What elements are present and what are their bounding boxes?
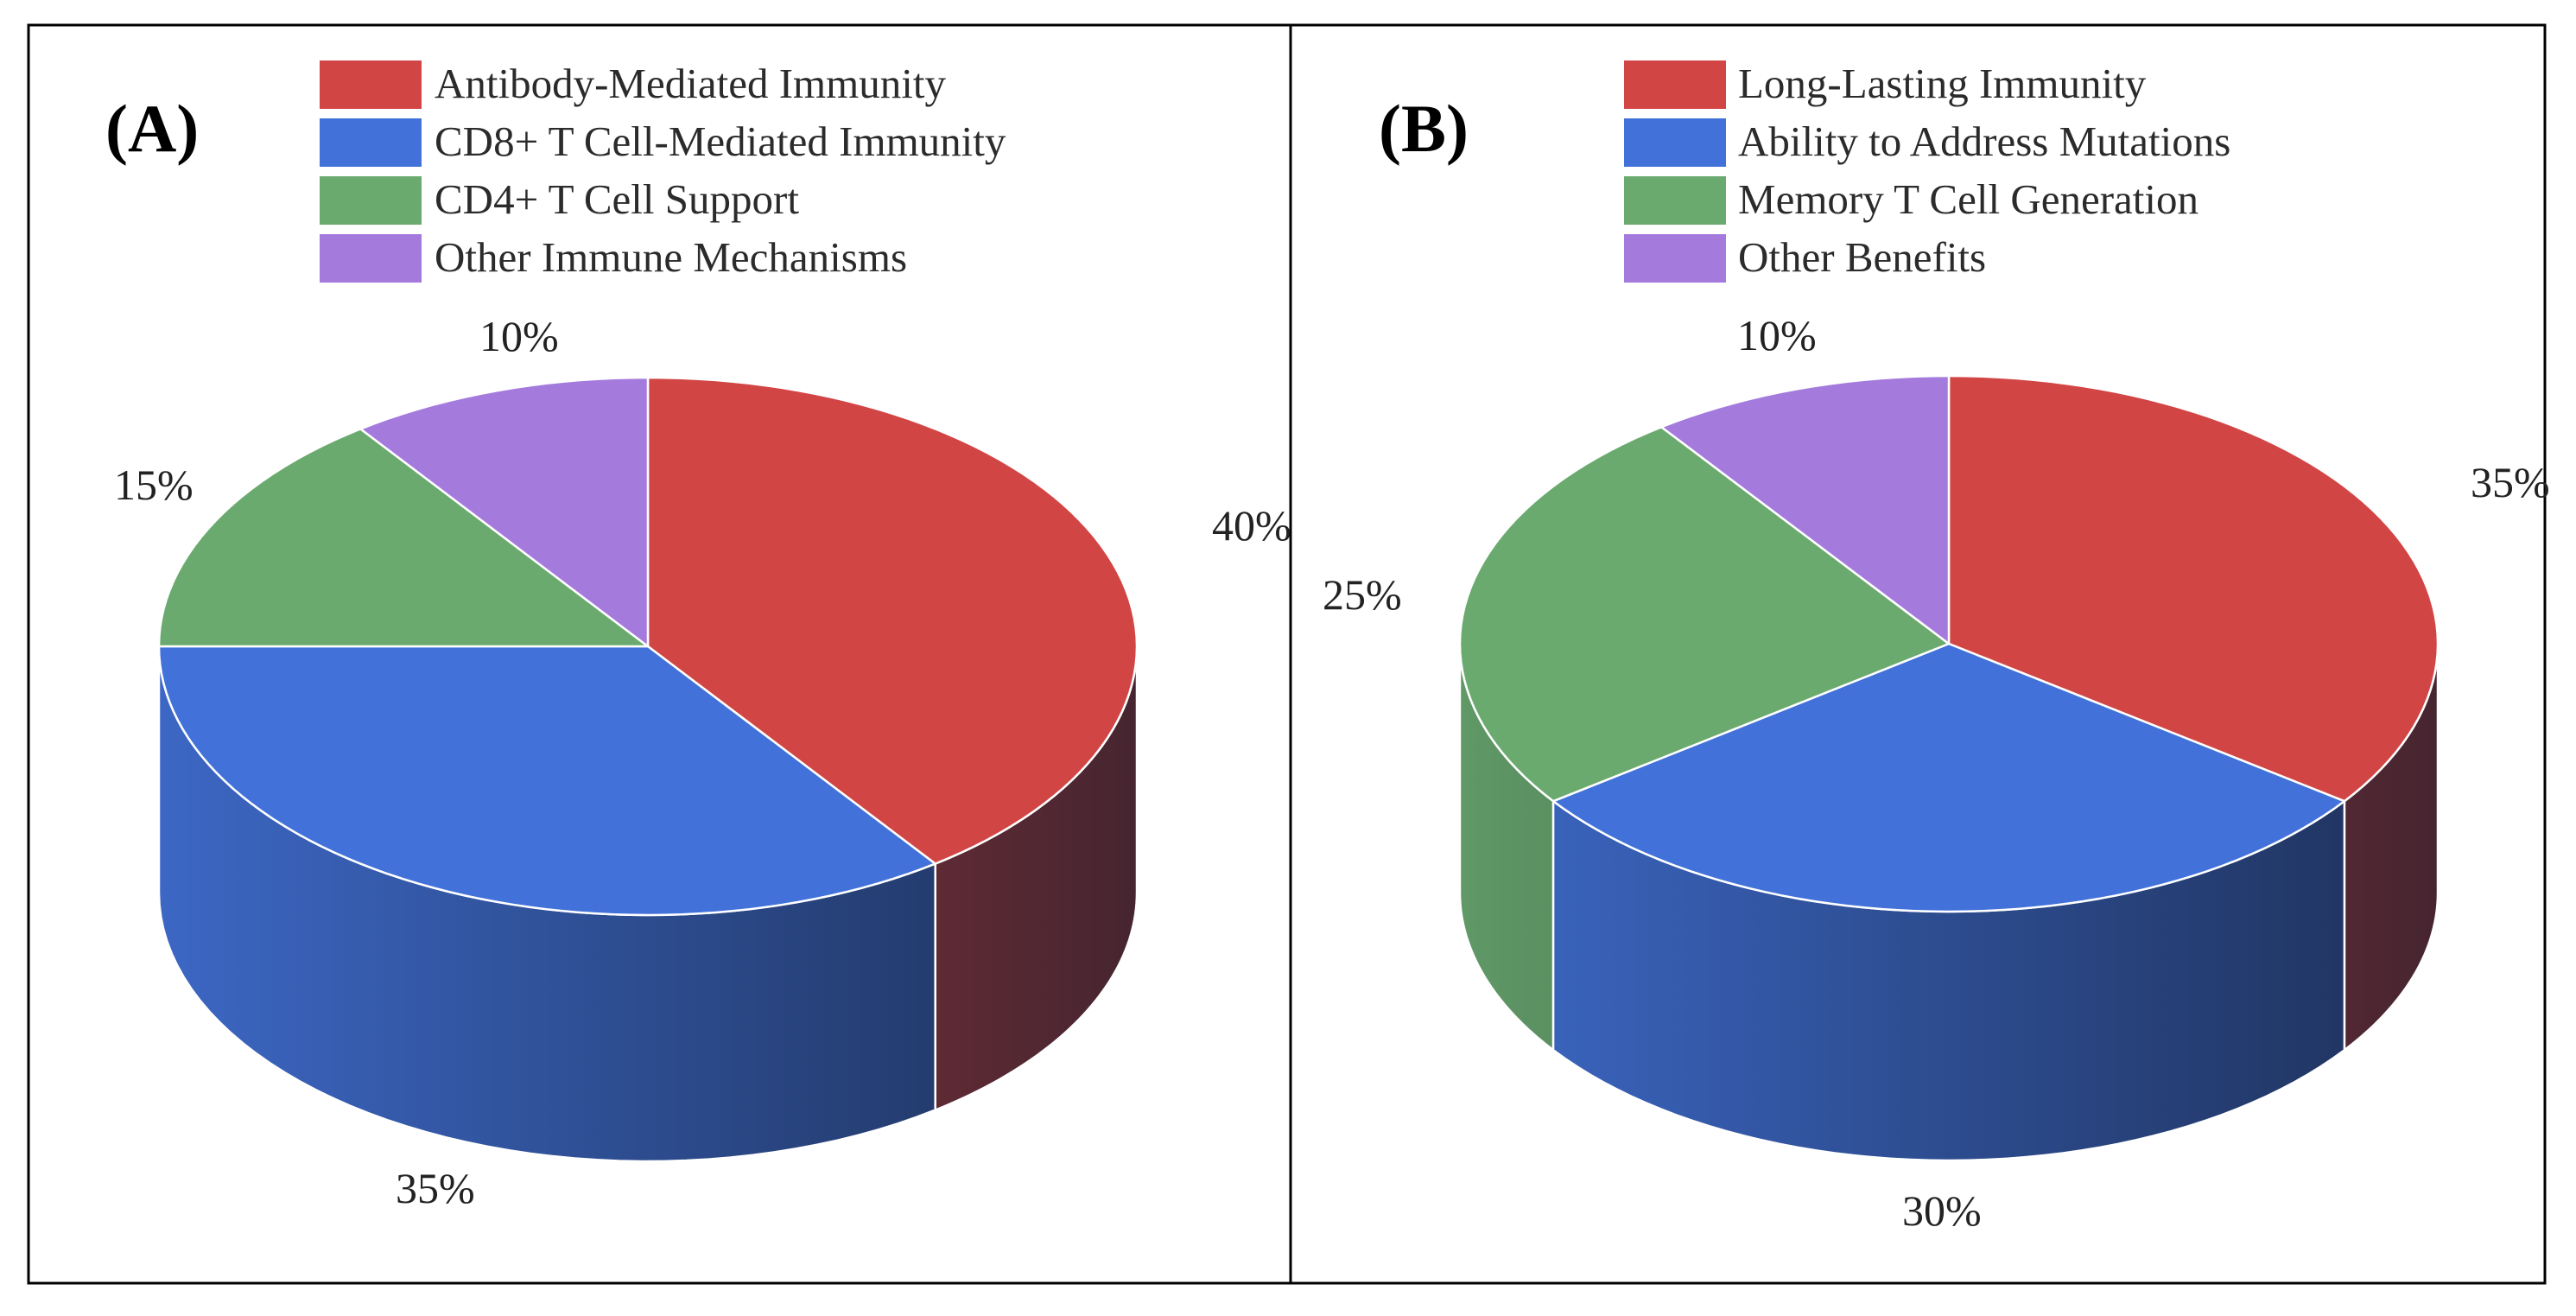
pie-slice xyxy=(157,645,936,917)
data-label: 30% xyxy=(1902,1186,1982,1235)
legend-a: Antibody-Mediated Immunity CD8+ T Cell-M… xyxy=(320,60,1006,283)
legend-label: Other Benefits xyxy=(1738,233,1986,281)
legend-swatch xyxy=(1624,176,1726,225)
figure-frame xyxy=(27,23,2547,1285)
pie-slice xyxy=(359,376,650,648)
legend-label: Memory T Cell Generation xyxy=(1738,175,2198,223)
data-labels-a: 40% 35% 15% 10% xyxy=(114,312,1291,1212)
panel-a: (A) Antibody-Mediated Immunity CD8+ T Ce… xyxy=(105,60,1291,1212)
legend-label: Ability to Address Mutations xyxy=(1738,118,2230,165)
legend-b: Long-Lasting Immunity Ability to Address… xyxy=(1624,60,2230,283)
data-label: 10% xyxy=(1737,311,1817,359)
panel-label-a: (A) xyxy=(105,91,199,166)
legend-label: Antibody-Mediated Immunity xyxy=(435,60,946,107)
legend-item: Other Benefits xyxy=(1624,233,1986,283)
data-label: 35% xyxy=(396,1164,475,1212)
pie-b xyxy=(1458,374,2440,1162)
outer-border xyxy=(27,23,2547,1285)
legend-swatch xyxy=(1624,234,1726,283)
legend-item: Ability to Address Mutations xyxy=(1624,118,2230,167)
legend-item: CD4+ T Cell Support xyxy=(320,175,799,225)
legend-swatch xyxy=(320,176,422,225)
legend-label: Other Immune Mechanisms xyxy=(435,233,907,281)
legend-item: Antibody-Mediated Immunity xyxy=(320,60,946,109)
data-label: 35% xyxy=(2471,458,2550,506)
legend-item: Memory T Cell Generation xyxy=(1624,175,2198,225)
pie-slice xyxy=(1458,425,1951,803)
data-label: 15% xyxy=(114,461,194,509)
pie-slice xyxy=(1660,374,1951,645)
data-label: 40% xyxy=(1212,501,1291,550)
data-label: 10% xyxy=(479,312,559,360)
pie-slice xyxy=(1947,374,2440,803)
pie-a xyxy=(157,376,1139,1163)
pie-slice xyxy=(1551,642,2346,913)
panel-label-b: (B) xyxy=(1379,91,1469,166)
legend-swatch xyxy=(320,118,422,167)
legend-label: Long-Lasting Immunity xyxy=(1738,60,2147,107)
pie-slice xyxy=(646,376,1139,865)
legend-item: Other Immune Mechanisms xyxy=(320,233,907,283)
legend-label: CD4+ T Cell Support xyxy=(435,175,799,223)
data-label: 25% xyxy=(1323,570,1402,619)
legend-item: CD8+ T Cell-Mediated Immunity xyxy=(320,118,1006,167)
legend-label: CD8+ T Cell-Mediated Immunity xyxy=(435,118,1006,165)
panel-b: (B) Long-Lasting Immunity Ability to Add… xyxy=(1323,60,2550,1235)
legend-swatch xyxy=(1624,60,1726,109)
data-labels-b: 35% 30% 25% 10% xyxy=(1323,311,2550,1235)
legend-swatch xyxy=(1624,118,1726,167)
legend-swatch xyxy=(320,60,422,109)
legend-item: Long-Lasting Immunity xyxy=(1624,60,2147,109)
legend-swatch xyxy=(320,234,422,283)
pie-slice xyxy=(157,428,650,648)
